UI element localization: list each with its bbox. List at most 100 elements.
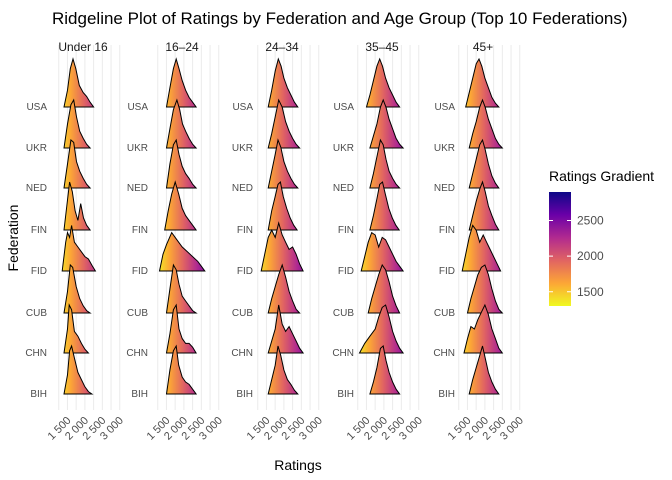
y-tick-label: USA (333, 102, 354, 113)
ridge-cub (165, 263, 198, 314)
y-tick-label: BIH (30, 389, 47, 400)
legend: Ratings Gradient 1500 2000 2500 (549, 168, 654, 306)
ridge-ukr (165, 98, 198, 149)
ridge-fin (63, 181, 92, 231)
ridge-bih (267, 345, 299, 395)
y-tick-label: CHN (126, 348, 148, 359)
y-tick-label: FID (132, 266, 148, 277)
y-tick-label: CHN (332, 348, 354, 359)
ridge-chn (463, 303, 504, 354)
y-tick-label: FIN (132, 225, 148, 236)
y-tick-label: BIH (438, 389, 455, 400)
y-tick-label: FIN (338, 225, 354, 236)
ridge-ned (369, 138, 401, 189)
y-tick-label: NED (232, 183, 253, 194)
ridge-ned (165, 138, 198, 189)
ridge-bih (165, 344, 198, 395)
ridge-cub (63, 263, 92, 314)
y-tick-label: UKR (232, 143, 253, 154)
ridge-fid (61, 225, 97, 272)
ridge-fid (360, 231, 405, 272)
y-tick-label: FID (31, 266, 47, 277)
y-tick-label: CUB (127, 308, 148, 319)
y-tick-label: CUB (333, 308, 354, 319)
y-tick-label: UKR (127, 143, 148, 154)
ridge-cub (267, 263, 301, 314)
y-tick-label: NED (434, 183, 455, 194)
ridge-ukr (369, 98, 405, 149)
ridge-cub (466, 264, 504, 314)
legend-tick-label: 2000 (577, 249, 604, 263)
ridge-usa (165, 57, 198, 108)
y-tick-label: FIN (439, 225, 455, 236)
ridge-fin (267, 180, 299, 231)
ridge-ned (468, 138, 500, 189)
y-tick-label: BIH (131, 389, 148, 400)
ridge-usa (365, 57, 401, 108)
facet-strip-label: 24–34 (265, 40, 299, 54)
y-tick-label: USA (26, 102, 47, 113)
ridge-usa (63, 57, 95, 108)
y-tick-label: UKR (434, 143, 455, 154)
y-tick-label: FIN (31, 225, 47, 236)
y-tick-label: USA (232, 102, 253, 113)
y-tick-label: FIN (237, 225, 253, 236)
y-tick-label: USA (127, 102, 148, 113)
facet-strip-label: 16–24 (165, 40, 199, 54)
ridge-fid (260, 221, 304, 272)
ridge-ned (267, 138, 299, 189)
ridge-bih (63, 344, 94, 395)
ridge-bih (468, 345, 500, 395)
y-tick-label: NED (127, 183, 148, 194)
ridge-ukr (63, 98, 92, 149)
ridge-usa (267, 57, 299, 108)
ridge-chn (165, 303, 197, 354)
ridge-fin (164, 180, 198, 231)
ridge-bih (369, 345, 401, 395)
y-tick-label: FID (237, 266, 253, 277)
facet-strip-label: 35–45 (365, 40, 399, 54)
y-tick-label: FID (439, 266, 455, 277)
ridge-fid (158, 231, 206, 272)
ridge-chn (358, 304, 405, 354)
ridge-chn (63, 303, 90, 354)
y-tick-label: UKR (26, 143, 47, 154)
y-tick-label: UKR (333, 143, 354, 154)
facet-strip-label: 45+ (473, 40, 493, 54)
y-tick-label: BIH (337, 389, 354, 400)
y-tick-label: FID (338, 266, 354, 277)
ridge-usa (465, 57, 500, 108)
ridge-ned (63, 139, 92, 189)
ridge-chn (267, 304, 305, 354)
ridge-ukr (267, 98, 301, 149)
ridge-fin (468, 180, 500, 231)
y-tick-label: CHN (25, 348, 47, 359)
y-tick-label: CUB (434, 308, 455, 319)
y-tick-label: CUB (26, 308, 47, 319)
legend-colorbar (549, 192, 571, 306)
y-tick-label: CHN (433, 348, 455, 359)
legend-tick-label: 1500 (577, 285, 604, 299)
y-tick-label: NED (333, 183, 354, 194)
legend-tick-label: 2500 (577, 214, 604, 228)
chart-title: Ridgeline Plot of Ratings by Federation … (52, 9, 628, 28)
facet-strip-label: Under 16 (58, 40, 108, 54)
y-tick-label: NED (26, 183, 47, 194)
y-axis-title: Federation (5, 205, 21, 272)
y-tick-label: CHN (231, 348, 253, 359)
ridge-fin (369, 181, 401, 231)
ridge-ukr (468, 98, 504, 149)
x-axis-title: Ratings (274, 457, 321, 473)
y-tick-label: BIH (236, 389, 253, 400)
ridge-cub (367, 263, 401, 314)
legend-title: Ratings Gradient (549, 168, 654, 184)
y-tick-label: USA (434, 102, 455, 113)
y-tick-label: CUB (232, 308, 253, 319)
ridge-fid (461, 224, 502, 272)
